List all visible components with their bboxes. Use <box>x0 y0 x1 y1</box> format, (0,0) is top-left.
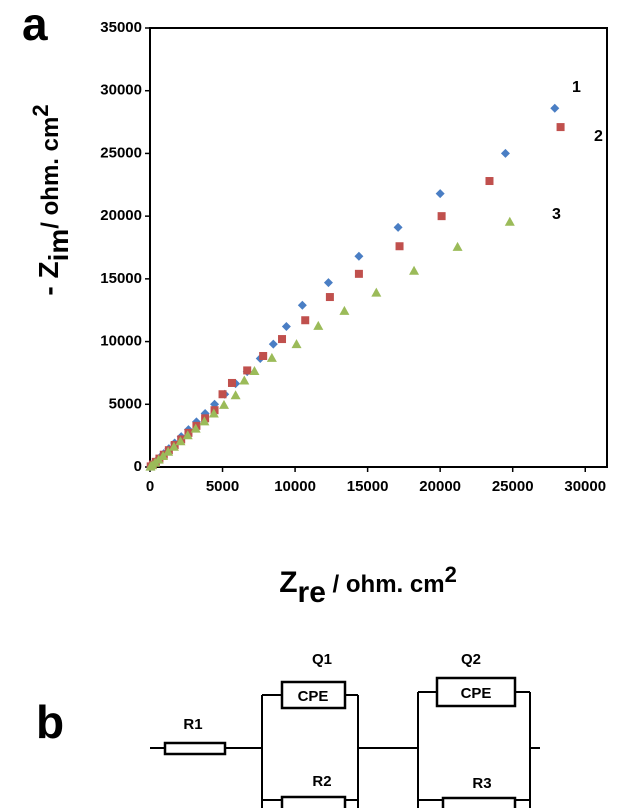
point <box>395 242 404 251</box>
y-tick-label: 30000 <box>100 82 142 99</box>
point <box>230 390 241 400</box>
component-label: Q1 <box>312 651 332 668</box>
point <box>339 305 350 315</box>
x-axis-title: Zre / ohm. cm2 <box>279 562 457 609</box>
y-tick-label: 0 <box>134 458 142 475</box>
point <box>452 241 463 251</box>
series-label: 3 <box>552 206 561 223</box>
point <box>354 251 364 261</box>
point <box>485 177 494 186</box>
resistor <box>163 741 227 756</box>
component-label: CPE <box>461 685 492 702</box>
wire <box>150 691 540 808</box>
component-label: CPE <box>298 688 329 705</box>
y-tick-label: 20000 <box>100 207 142 224</box>
x-title-unit: / ohm. cm <box>326 571 445 598</box>
y-title-main: - Z <box>33 261 64 295</box>
point <box>556 123 565 132</box>
y-axis-title: - Zim/ ohm. cm2 <box>28 104 74 295</box>
point <box>249 366 260 376</box>
x-tick-label: 0 <box>146 478 154 495</box>
point <box>218 399 229 409</box>
x-tick-label: 15000 <box>347 478 389 495</box>
point <box>218 390 227 399</box>
point <box>199 416 210 426</box>
y-tick-label: 5000 <box>109 395 142 412</box>
y-tick-label: 35000 <box>100 19 142 36</box>
point <box>268 339 278 349</box>
component-label: Q2 <box>461 651 481 668</box>
point <box>158 450 169 460</box>
resistor <box>441 796 517 808</box>
point <box>168 441 179 451</box>
y-title-unit: / ohm. cm <box>37 117 64 229</box>
plot-frame <box>149 27 608 468</box>
point <box>500 148 510 158</box>
point <box>354 269 363 278</box>
x-tick-label: 5000 <box>206 478 239 495</box>
point <box>243 366 252 375</box>
point <box>409 265 420 275</box>
point <box>371 287 382 297</box>
point <box>259 351 268 360</box>
y-tick-label: 10000 <box>100 333 142 350</box>
point <box>393 222 403 232</box>
point <box>266 352 277 362</box>
point <box>239 375 250 385</box>
point <box>227 378 236 387</box>
series-label: 1 <box>572 79 581 96</box>
point <box>190 423 201 433</box>
point <box>435 189 445 199</box>
circuit: R1 Q1 CPE R2 Q2 CPE R3 <box>150 651 540 808</box>
point <box>278 335 287 344</box>
panel-label: a <box>22 0 48 50</box>
plot: 0 5000 10000 15000 20000 25000 30000 35000 0 5000… <box>100 19 606 495</box>
x-title-sup: 2 <box>445 562 457 587</box>
point <box>163 446 174 456</box>
point <box>504 216 515 226</box>
x-tick-label: 25000 <box>492 478 534 495</box>
cpe-box <box>280 680 347 710</box>
y-title-sub: im <box>43 229 74 262</box>
y-title-sup: 2 <box>28 104 53 116</box>
point <box>208 408 219 418</box>
component-label: R3 <box>472 775 491 792</box>
component-label: R1 <box>183 716 202 733</box>
x-tick-label: 20000 <box>419 478 461 495</box>
series-label: 2 <box>594 128 603 145</box>
point <box>325 293 334 302</box>
x-title-sub: re <box>298 576 326 609</box>
component-label: R2 <box>312 773 331 790</box>
point <box>313 320 324 330</box>
point <box>550 103 560 113</box>
resistor <box>280 795 347 808</box>
x-tick-label: 30000 <box>564 478 606 495</box>
y-tick-label: 25000 <box>100 144 142 161</box>
cpe-box <box>435 676 517 708</box>
point <box>323 278 333 288</box>
point <box>301 316 310 325</box>
point <box>182 430 193 440</box>
point <box>281 322 291 332</box>
point <box>437 212 446 221</box>
point <box>297 300 307 310</box>
point <box>291 339 302 349</box>
x-title-main: Z <box>279 566 297 599</box>
y-tick-label: 15000 <box>100 270 142 287</box>
x-tick-label: 10000 <box>274 478 316 495</box>
point <box>175 436 186 446</box>
panel-label: b <box>36 696 64 748</box>
